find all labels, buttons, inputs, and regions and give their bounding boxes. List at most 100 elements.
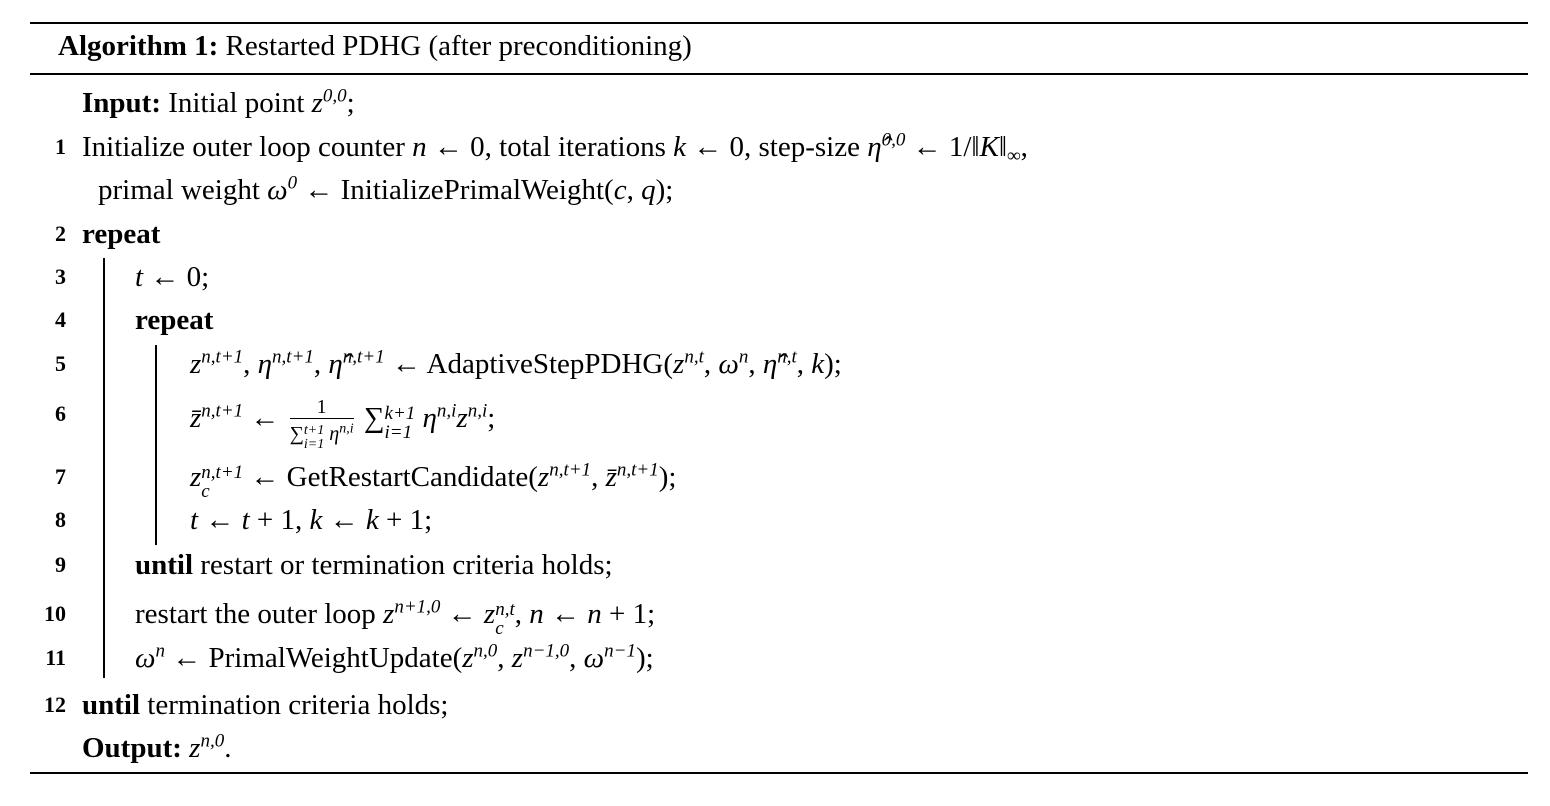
- text: ,: [748, 348, 763, 380]
- line-number: 11: [45, 645, 66, 670]
- text: ,: [243, 348, 258, 380]
- math-symbol: n: [587, 598, 602, 630]
- bottom-rule: [30, 772, 1528, 774]
- superscript: 0,0: [322, 85, 347, 107]
- text: + 1;: [601, 598, 656, 630]
- text: ← GetRestartCandidate(: [243, 461, 538, 493]
- text: ←: [322, 504, 366, 536]
- line-number: 4: [55, 307, 66, 332]
- line-number: 2: [55, 221, 66, 246]
- superscript: n: [155, 640, 165, 662]
- subscript: i=1: [384, 422, 413, 444]
- text: Initialize outer loop counter: [82, 131, 413, 163]
- text: ,: [569, 642, 584, 674]
- subscript: c: [201, 481, 210, 503]
- superscript: n,t+1: [616, 459, 659, 481]
- algorithm-caption: Algorithm 1: Restarted PDHG (after preco…: [58, 30, 692, 63]
- superscript: 0: [287, 172, 298, 194]
- subscript: i=1: [303, 437, 325, 453]
- math-symbol: ω: [718, 348, 739, 380]
- fraction: 1 ∑ t+1 i=1 ηn,i: [289, 396, 354, 452]
- math-symbol: z̄: [190, 402, 202, 434]
- text: ,: [591, 461, 606, 493]
- math-symbol: z: [311, 87, 323, 119]
- text: );: [824, 348, 842, 380]
- math-symbol: t: [190, 504, 199, 536]
- text: 1: [316, 396, 327, 418]
- superscript: 0,0: [881, 129, 906, 151]
- math-symbol: t: [135, 261, 144, 293]
- text: + 1,: [249, 504, 310, 536]
- algorithm-line: Input: Initial point z0,0;: [82, 85, 355, 121]
- sup-sub-stack: t+1 i=1: [304, 424, 324, 452]
- math-symbol: z: [189, 732, 201, 764]
- text: ∑: [289, 423, 304, 445]
- keyword: repeat: [135, 304, 214, 336]
- line-number: 12: [44, 692, 66, 717]
- superscript: n,t: [777, 346, 797, 368]
- text: ,: [796, 348, 812, 380]
- algorithm-line: Initialize outer loop counter n ← 0, tot…: [82, 129, 1028, 166]
- line-number: 3: [55, 264, 66, 289]
- text: ←: [198, 504, 242, 536]
- math-symbol: z: [456, 402, 468, 434]
- superscript: n,t: [684, 346, 704, 368]
- superscript: n,0: [200, 730, 225, 752]
- superscript: t+1: [303, 423, 325, 439]
- text: ,: [703, 348, 719, 380]
- text: termination criteria holds;: [140, 689, 449, 721]
- math-symbol: K: [979, 131, 999, 163]
- algorithm-line: until restart or termination criteria ho…: [135, 547, 613, 583]
- algorithm-line: restart the outer loop zn+1,0 ← z n,t c, n…: [135, 596, 656, 640]
- math-symbol: z̄: [605, 461, 617, 493]
- algorithm-line: ωn ← PrimalWeightUpdate(zn,0, zn−1,0, ωn…: [135, 640, 654, 676]
- algorithm-line: t ← 0;: [135, 259, 209, 295]
- line-number: 5: [55, 351, 66, 376]
- text: ,: [514, 598, 530, 630]
- algorithm-label: Algorithm 1:: [58, 30, 219, 62]
- superscript: n,t+1: [549, 459, 592, 481]
- math-symbol: t: [241, 504, 250, 536]
- algorithm-title: Restarted PDHG (after preconditioning): [218, 30, 692, 62]
- math-symbol: z: [383, 598, 395, 630]
- line-number: 1: [55, 134, 66, 159]
- keyword: until: [82, 689, 141, 721]
- text: ← 0;: [143, 261, 210, 293]
- text: ,: [1020, 131, 1028, 163]
- math-symbol: η: [415, 402, 437, 434]
- text: ‖: [998, 131, 1008, 163]
- algorithm-line: Output: zn,0.: [82, 730, 231, 766]
- caption-rule: [30, 73, 1528, 75]
- outer-repeat-block-bar: [103, 258, 105, 678]
- algorithm-line: primal weight ω0 ← InitializePrimalWeigh…: [98, 172, 673, 208]
- line-number: 7: [55, 464, 66, 489]
- sup-sub-stack: n,t+1 c: [201, 463, 243, 501]
- math-symbol: ω: [267, 174, 288, 206]
- superscript: n+1,0: [394, 596, 441, 618]
- math-symbol: k: [811, 348, 825, 380]
- math-symbol: ω: [135, 642, 156, 674]
- subscript: c: [495, 618, 504, 640]
- keyword: Output:: [82, 732, 182, 764]
- algorithm-line: until termination criteria holds;: [82, 687, 448, 723]
- math-symbol: ω: [583, 642, 605, 674]
- algorithm-line: t ← t + 1, k ← k + 1;: [190, 502, 432, 538]
- algorithm-line: z n,t+1 c ← GetRestartCandidate(zn,t+1, z̄…: [190, 459, 676, 502]
- text: ,: [497, 642, 512, 674]
- text: + 1;: [378, 504, 433, 536]
- superscript: n,t: [495, 599, 515, 621]
- top-rule: [30, 22, 1528, 24]
- math-symbol: n: [412, 131, 427, 163]
- algorithm-line: zn,t+1, ηn,t+1, η̂n,t+1 ← AdaptiveStepPD…: [190, 346, 842, 382]
- math-symbol: c: [613, 174, 627, 206]
- keyword: Input:: [82, 87, 161, 119]
- text: );: [635, 642, 654, 674]
- math-symbol: z: [462, 642, 474, 674]
- text: ← InitializePrimalWeight(: [297, 174, 614, 206]
- math-symbol: η̂: [762, 348, 778, 380]
- line-number: 10: [44, 601, 66, 626]
- text: ;: [487, 402, 496, 434]
- line-number: 9: [55, 552, 66, 577]
- line-number: 8: [55, 507, 66, 532]
- math-symbol: z: [190, 348, 202, 380]
